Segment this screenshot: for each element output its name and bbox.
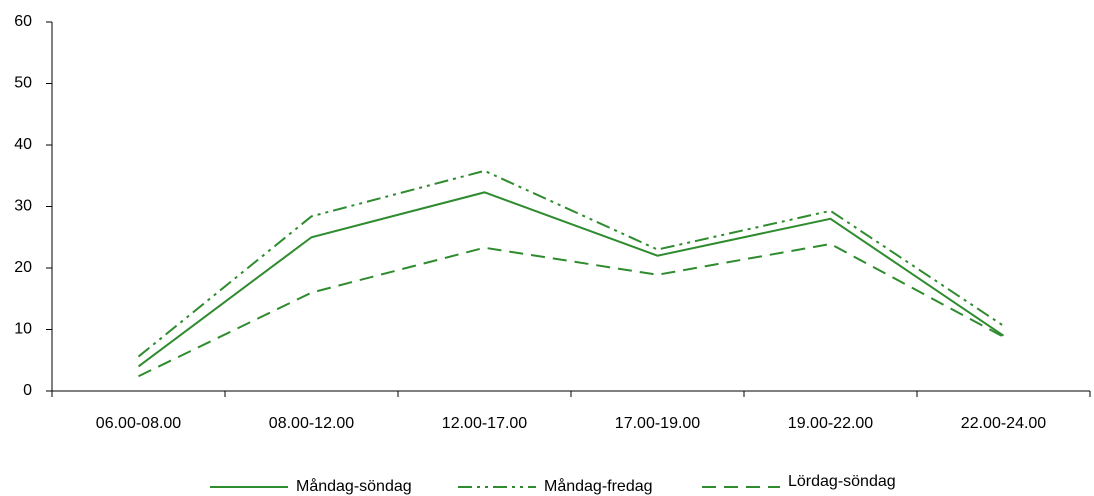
y-tick-label: 40 bbox=[14, 136, 32, 153]
x-tick-label: 19.00-22.00 bbox=[788, 415, 874, 432]
y-tick-label: 10 bbox=[14, 321, 32, 338]
x-tick-label: 17.00-19.00 bbox=[615, 415, 701, 432]
series-line bbox=[137, 191, 1005, 368]
x-tick-label: 22.00-24.00 bbox=[961, 415, 1047, 432]
series-line bbox=[138, 242, 1004, 378]
x-tick-label: 06.00-08.00 bbox=[96, 415, 182, 432]
legend-label: Måndag-söndag bbox=[296, 477, 412, 495]
y-tick-label: 30 bbox=[14, 198, 32, 215]
legend-label: Lördag-söndag bbox=[788, 473, 896, 490]
y-tick-label: 20 bbox=[14, 259, 32, 276]
x-tick-label: 08.00-12.00 bbox=[269, 415, 355, 432]
legend-label: Måndag-fredag bbox=[544, 477, 653, 495]
series-line bbox=[137, 169, 1005, 358]
y-tick-label: 60 bbox=[14, 13, 32, 30]
x-tick-label: 12.00-17.00 bbox=[442, 415, 528, 432]
y-tick-label: 0 bbox=[23, 382, 32, 399]
y-tick-label: 50 bbox=[14, 75, 32, 92]
